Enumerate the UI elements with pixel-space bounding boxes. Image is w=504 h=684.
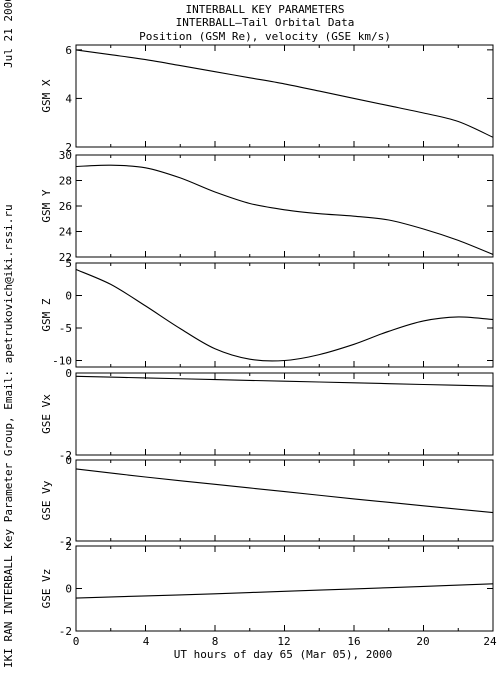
y-tick-label: -5 — [59, 322, 72, 335]
y-axis-label: GSM Y — [40, 189, 53, 222]
y-tick-label: 26 — [59, 200, 72, 213]
x-axis-label: UT hours of day 65 (Mar 05), 2000 — [174, 648, 393, 661]
title-line-1: INTERBALL KEY PARAMETERS — [186, 3, 345, 16]
series-line — [75, 583, 494, 599]
y-tick-label: 24 — [59, 226, 73, 239]
title-line-2: INTERBALL–Tail Orbital Data — [176, 16, 355, 29]
credit-label: IKI RAN INTERBALL Key Parameter Group, E… — [2, 204, 15, 668]
x-tick-label: 20 — [416, 635, 429, 648]
y-tick-label: 28 — [59, 175, 72, 188]
date-label: Jul 21 2000 — [2, 0, 15, 68]
y-tick-label: 0 — [65, 583, 72, 596]
y-tick-label: 0 — [65, 454, 72, 467]
y-axis-label: GSE Vy — [40, 480, 53, 520]
y-tick-label: -2 — [59, 449, 72, 462]
y-tick-label: -10 — [52, 355, 72, 368]
series-line — [75, 468, 494, 514]
y-tick-label: -2 — [59, 625, 72, 638]
series-line — [75, 164, 494, 256]
title-line-3: Position (GSM Re), velocity (GSE km/s) — [139, 30, 391, 43]
panel-gsm-y: 22 24 26 28 30 GSM Y — [40, 149, 494, 264]
y-tick-label: 0 — [65, 290, 72, 303]
y-axis-label: GSE Vx — [40, 394, 53, 434]
y-axis-label: GSE Vz — [40, 569, 53, 609]
y-tick-label: 2 — [65, 141, 72, 154]
panel-gse-vx: -2 0 GSE Vx — [40, 367, 494, 462]
y-tick-label: -2 — [59, 535, 72, 548]
x-tick-label: 8 — [212, 635, 219, 648]
x-tick-label: 12 — [277, 635, 290, 648]
y-tick-label: 4 — [65, 92, 72, 105]
panel-gsm-z: -10 -5 0 5 GSM Z — [40, 257, 494, 368]
y-tick-label: 0 — [65, 367, 72, 380]
y-tick-label: 22 — [59, 251, 72, 264]
panel-gsm-x: 2 4 6 GSM X — [40, 44, 494, 154]
series-line — [75, 375, 494, 387]
x-tick-label: 0 — [73, 635, 80, 648]
x-axis: 0 4 8 12 16 20 24 UT hours of day 65 (Ma… — [73, 635, 497, 661]
series-line — [75, 49, 494, 138]
y-tick-label: 6 — [65, 44, 72, 57]
panel-gse-vz: -2 0 2 GSE Vz — [40, 540, 494, 638]
y-tick-label: 2 — [65, 540, 72, 553]
x-tick-label: 16 — [347, 635, 360, 648]
y-axis-label: GSM Z — [40, 298, 53, 331]
x-tick-label: 24 — [483, 635, 497, 648]
y-tick-label: 30 — [59, 149, 72, 162]
y-tick-label: 5 — [65, 257, 72, 270]
series-line — [75, 268, 494, 362]
x-tick-label: 4 — [143, 635, 150, 648]
panel-gse-vy: -2 0 GSE Vy — [40, 454, 494, 548]
y-axis-label: GSM X — [40, 79, 53, 112]
